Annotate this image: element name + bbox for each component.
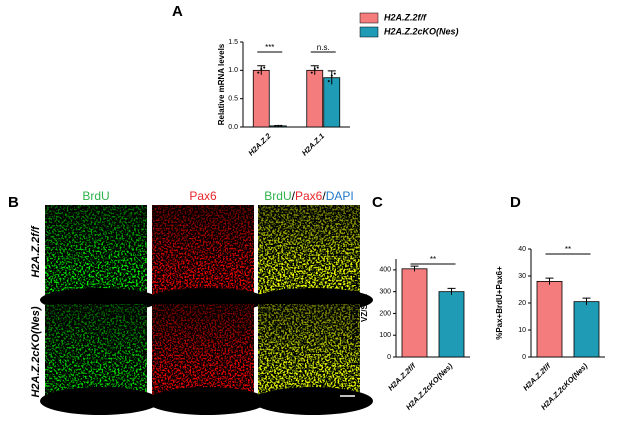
y-tick-label: 0: [387, 354, 391, 361]
panel-letter: A: [172, 3, 183, 20]
x-tick-label: H2A.Z.2f/f: [521, 360, 553, 392]
annotation: **: [565, 245, 571, 254]
row-label: H2A.Z.2cKO(Nes): [30, 306, 42, 397]
dot: [280, 124, 283, 127]
row-label: H2A.Z.2f/f: [30, 225, 42, 278]
dot: [330, 74, 333, 77]
x-tick-label: H2A.Z.1: [300, 131, 326, 157]
y-tick-label: 1.0: [228, 67, 238, 74]
y-tick-label: 400: [379, 267, 391, 274]
legend-swatch: [359, 12, 379, 24]
image: [253, 304, 373, 415]
error-bar: [447, 287, 456, 295]
legend-label: H2A.Z.2f/f: [384, 12, 427, 22]
bar: [573, 301, 600, 358]
dot: [257, 71, 260, 74]
x-tick-label: H2A.Z.2: [246, 131, 273, 158]
image: [40, 205, 160, 312]
y-axis-label: Pax6+per 0.1mm2: [351, 274, 360, 342]
y-tick-label: 200: [379, 310, 391, 317]
y-tick-label: 100: [379, 332, 391, 339]
label-part: BrdU: [264, 189, 291, 203]
dot: [313, 67, 316, 70]
error-bar: [582, 297, 591, 306]
image: [40, 304, 160, 415]
error-bar: [545, 277, 554, 285]
dot: [310, 71, 313, 74]
y-tick-label: 0.5: [228, 96, 238, 103]
image: [147, 205, 267, 312]
dot: [333, 72, 336, 75]
y-tick-label: 10: [518, 327, 526, 334]
y-axis-label: Relative mRNA levels: [217, 43, 226, 125]
panel-letter: C: [372, 194, 383, 211]
bar: [401, 268, 428, 358]
bar: [252, 69, 270, 128]
panel-letter: B: [8, 194, 19, 211]
dot: [277, 124, 280, 127]
y-tick-label: 0: [522, 354, 526, 361]
micrographs: [40, 205, 373, 415]
y-axis-label: %Pax+BrdU+Pax6+: [495, 266, 504, 340]
label-part: /: [292, 189, 296, 203]
error-bar: [257, 65, 266, 75]
bar: [438, 291, 465, 358]
legend-label: H2A.Z.2cKO(Nes): [384, 26, 459, 36]
annotation: n.s.: [317, 43, 330, 52]
error-bar: [310, 65, 319, 75]
dot: [316, 66, 319, 69]
dot: [327, 80, 330, 83]
image: [253, 205, 373, 312]
y-tick-label: 40: [518, 246, 526, 253]
label-part: DAPI: [326, 189, 354, 203]
label-part: Pax6: [295, 189, 323, 203]
error-bar: [327, 70, 336, 85]
dot: [263, 66, 266, 69]
y-axis-label: VZ/SVZ: [360, 294, 369, 322]
column-label: BrdU/Pax6/DAPI: [264, 189, 353, 203]
y-tick-label: 1.5: [228, 39, 238, 46]
column-label: Pax6: [189, 189, 217, 203]
y-tick-label: 20: [518, 300, 526, 307]
y-tick-label: 0.0: [228, 124, 238, 131]
column-label: BrdU: [82, 189, 109, 203]
y-tick-label: 30: [518, 273, 526, 280]
error-bar: [410, 265, 419, 272]
bar: [536, 280, 563, 358]
y-tick-label: 300: [379, 289, 391, 296]
dot: [274, 125, 277, 128]
annotation: **: [430, 255, 436, 264]
panel-letter: D: [510, 194, 521, 211]
dot: [260, 67, 263, 70]
image: [147, 304, 267, 415]
x-tick-label: H2A.Z.2f/f: [386, 360, 418, 392]
bar: [306, 69, 324, 128]
label-part: /: [322, 189, 326, 203]
annotation: ***: [265, 43, 274, 52]
bar: [323, 77, 341, 128]
legend-swatch: [359, 26, 379, 38]
